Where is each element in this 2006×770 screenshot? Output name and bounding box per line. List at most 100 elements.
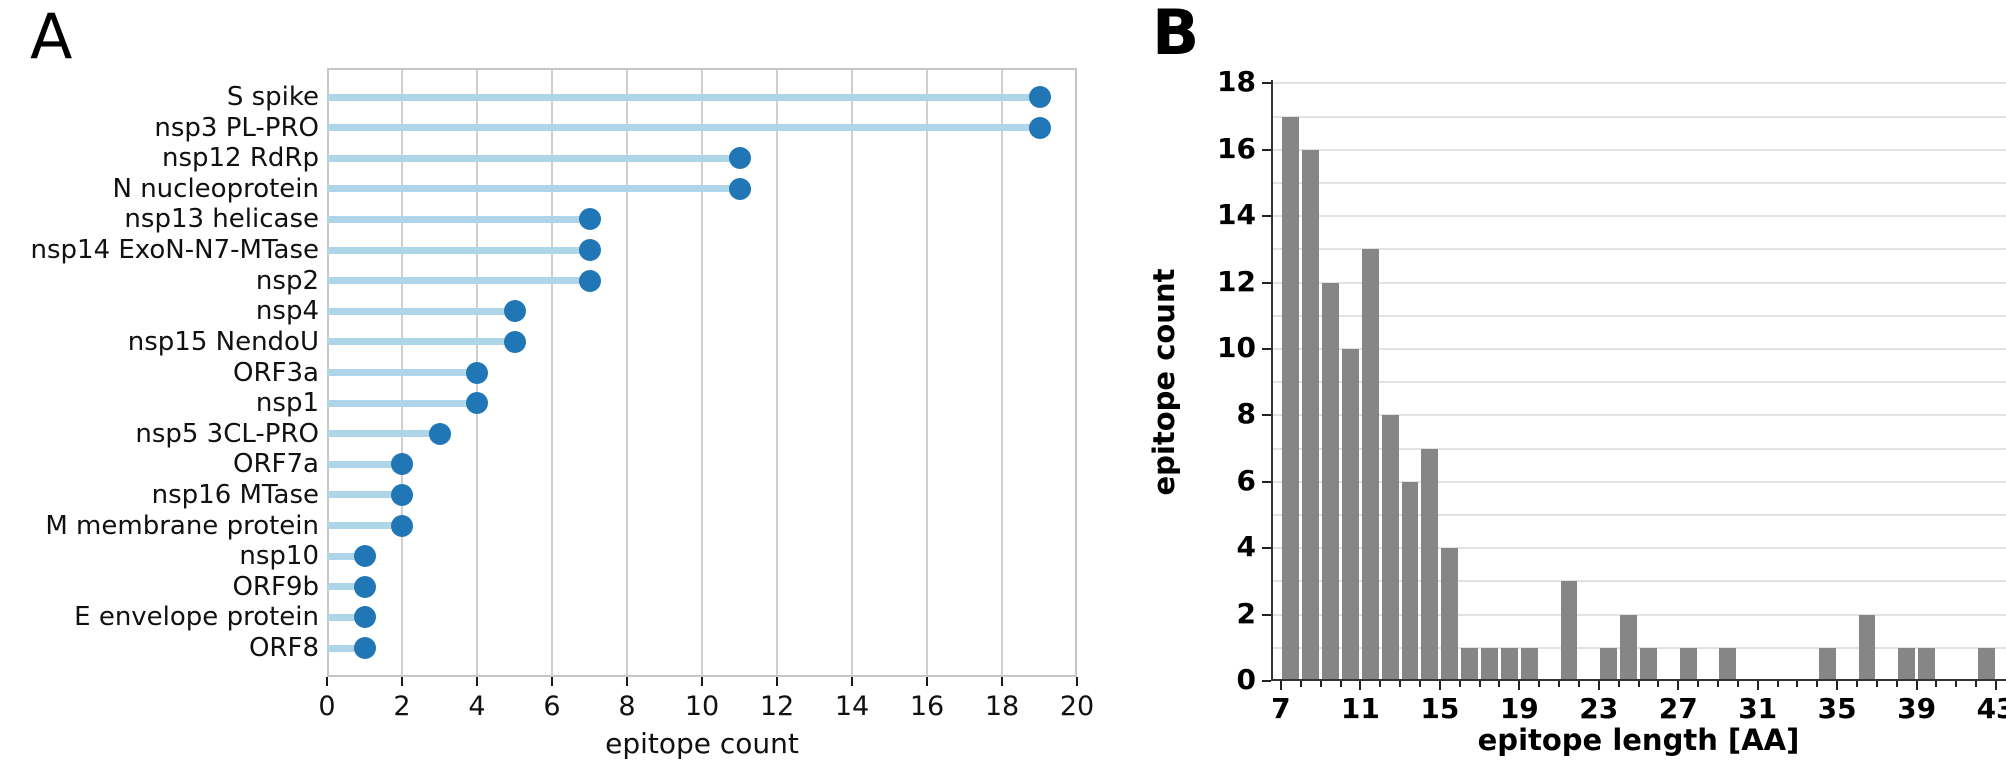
panel-b-y-tick: [1262, 281, 1271, 284]
histogram-bar: [1361, 249, 1379, 681]
panel-a-x-tick: [926, 677, 928, 686]
panel-a-x-tick: [476, 677, 478, 686]
panel-b-x-tick: [1478, 681, 1481, 687]
lollipop-stem: [327, 154, 740, 162]
panel-a-x-tick: [401, 677, 403, 686]
histogram-bar: [1858, 614, 1876, 681]
category-label: nsp3 PL-PRO: [154, 112, 319, 143]
panel-b-gridline: [1271, 414, 2006, 417]
panel-b-y-tick-label: 16: [1217, 131, 1256, 165]
panel-b-y-tick-label: 14: [1217, 198, 1256, 232]
panel-a-x-tick: [551, 677, 553, 686]
category-label: N nucleoprotein: [112, 173, 319, 204]
panel-b-gridline: [1271, 613, 2006, 616]
panel-b-x-tick-label: 15: [1420, 692, 1460, 725]
panel-b-y-tick-label: 12: [1217, 264, 1256, 298]
panel-b-y-tick-label: 8: [1236, 397, 1256, 431]
category-label: nsp15 NendoU: [127, 326, 319, 357]
panel-b-x-tick: [1915, 681, 1918, 690]
lollipop-stem: [327, 124, 1040, 132]
lollipop-dot: [728, 177, 751, 200]
panel-b-x-tick: [1856, 681, 1858, 687]
panel-b-y-tick: [1262, 82, 1271, 85]
panel-b-x-tick: [1875, 681, 1878, 687]
panel-b-gridline: [1271, 215, 2006, 218]
histogram-bar: [1898, 647, 1916, 681]
category-label: nsp14 ExoN-N7-MTase: [30, 235, 320, 266]
panel-b-x-tick: [1577, 681, 1580, 687]
lollipop-stem: [327, 430, 440, 438]
panel-b-spine-bottom: [1271, 679, 2006, 681]
panel-a-x-tick-label: 4: [468, 691, 486, 722]
panel-b-x-tick: [1617, 681, 1620, 687]
panel-b-y-tick: [1262, 414, 1271, 417]
panel-b-x-tick: [1339, 681, 1342, 687]
lollipop-dot: [466, 392, 488, 415]
lollipop-dot: [503, 300, 526, 323]
histogram-bar: [1679, 647, 1697, 681]
category-label: ORF7a: [233, 449, 319, 480]
panel-b-x-tick: [1895, 681, 1898, 687]
panel-b-gridline: [1271, 447, 2006, 450]
panel-b-letter: B: [1152, 0, 1200, 69]
panel-b-x-tick: [1697, 681, 1700, 687]
panel-a-x-tick-label: 12: [759, 691, 795, 722]
histogram-bar: [1401, 481, 1419, 681]
panel-b-spine-left: [1271, 80, 1273, 681]
lollipop-stem: [327, 338, 515, 346]
panel-a-gridline: [926, 68, 928, 677]
panel-b-x-tick: [1995, 681, 1998, 690]
panel-b-gridline: [1271, 480, 2006, 483]
panel-b-y-tick-label: 18: [1217, 65, 1256, 99]
lollipop-dot: [1028, 116, 1051, 139]
panel-b-x-tick-label: 31: [1738, 692, 1778, 725]
histogram-bar: [1282, 116, 1300, 681]
panel-b-y-tick: [1262, 680, 1271, 682]
panel-b-x-tick-label: 7: [1271, 692, 1291, 725]
panel-b-x-tick: [1716, 681, 1719, 687]
panel-b-x-tick-label: 11: [1340, 692, 1380, 725]
lollipop-stem: [327, 399, 477, 407]
lollipop-stem: [327, 644, 365, 652]
lollipop-dot: [1028, 86, 1051, 108]
histogram-bar: [1719, 647, 1737, 681]
panel-b-y-tick: [1262, 480, 1271, 483]
histogram-bar: [1322, 282, 1340, 681]
panel-b-x-tick: [1975, 681, 1978, 687]
category-label: S spike: [226, 82, 319, 112]
panel-a-x-tick-label: 16: [909, 691, 945, 722]
lollipop-dot: [578, 239, 601, 262]
panel-b-x-tick: [1836, 681, 1839, 690]
panel-b-x-tick: [1955, 681, 1958, 687]
panel-a-gridline: [776, 68, 778, 677]
panel-a-x-tick-label: 6: [543, 691, 561, 722]
histogram-bar: [1640, 647, 1657, 681]
panel-a-x-tick-label: 8: [618, 691, 636, 722]
panel-b-x-axis-title: epitope length [AA]: [1477, 723, 1800, 757]
panel-b-y-tick-label: 0: [1236, 663, 1256, 696]
panel-b-gridline: [1271, 381, 2006, 384]
panel-a-gridline: [851, 68, 853, 677]
panel-b-x-tick-label: 19: [1499, 692, 1539, 725]
panel-b-x-tick: [1796, 681, 1799, 687]
lollipop-dot: [353, 637, 376, 659]
panel-b-gridline: [1271, 314, 2006, 317]
panel-a-x-tick: [1001, 677, 1003, 686]
histogram-bar: [1620, 614, 1637, 681]
panel-b-x-tick: [1399, 681, 1402, 687]
panel-b-x-tick-label: 39: [1897, 692, 1937, 725]
panel-a-x-tick-label: 0: [318, 691, 336, 722]
category-label: M membrane protein: [45, 510, 319, 541]
lollipop-dot: [578, 208, 601, 231]
lollipop-dot: [391, 483, 413, 506]
lollipop-stem: [327, 613, 365, 621]
panel-b-x-tick: [1458, 681, 1461, 687]
lollipop-dot: [578, 269, 601, 292]
panel-b-plot: [1271, 80, 2006, 681]
panel-b-y-tick: [1262, 547, 1271, 550]
panel-b-y-tick-label: 4: [1236, 530, 1256, 564]
panel-b-x-tick: [1558, 681, 1561, 687]
panel-b-x-tick: [1935, 681, 1938, 687]
panel-b-x-tick: [1637, 681, 1640, 687]
panel-b-y-tick-label: 2: [1236, 596, 1256, 630]
